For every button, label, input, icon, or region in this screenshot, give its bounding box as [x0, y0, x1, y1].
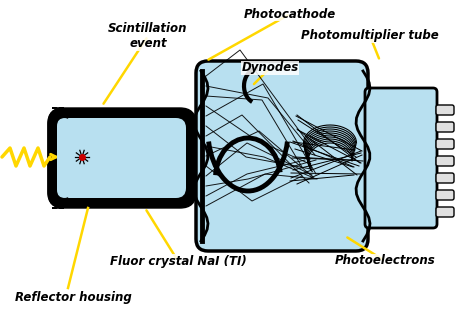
FancyBboxPatch shape	[436, 156, 454, 166]
FancyBboxPatch shape	[57, 118, 72, 198]
Text: Photocathode: Photocathode	[244, 8, 336, 21]
FancyBboxPatch shape	[436, 173, 454, 183]
FancyBboxPatch shape	[48, 108, 68, 208]
FancyBboxPatch shape	[436, 190, 454, 200]
Text: Fluor crystal NaI (TI): Fluor crystal NaI (TI)	[109, 254, 246, 268]
FancyBboxPatch shape	[436, 207, 454, 217]
FancyBboxPatch shape	[365, 88, 437, 228]
Text: Photomultiplier tube: Photomultiplier tube	[301, 29, 439, 42]
Text: Reflector housing: Reflector housing	[15, 291, 132, 305]
FancyBboxPatch shape	[58, 118, 186, 198]
Text: Scintillation
event: Scintillation event	[108, 22, 188, 50]
Text: Dynodes: Dynodes	[241, 62, 299, 75]
FancyBboxPatch shape	[436, 105, 454, 115]
FancyBboxPatch shape	[436, 122, 454, 132]
FancyBboxPatch shape	[196, 61, 368, 251]
FancyBboxPatch shape	[436, 139, 454, 149]
FancyBboxPatch shape	[48, 108, 196, 208]
Text: Photoelectrons: Photoelectrons	[335, 254, 436, 268]
